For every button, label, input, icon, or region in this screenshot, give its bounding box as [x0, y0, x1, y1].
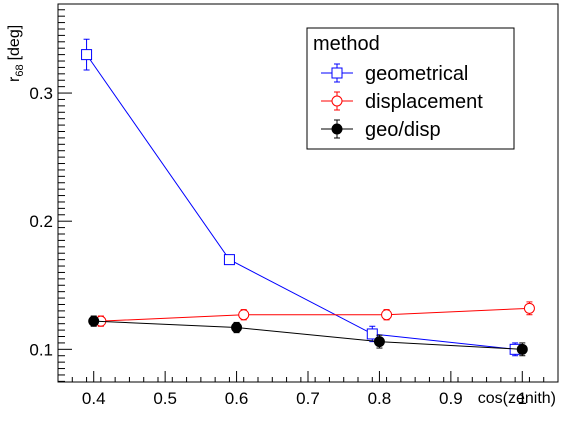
legend-entry: geo/disp [321, 119, 441, 141]
y-axis-title-unit: [deg] [6, 25, 23, 61]
y-axis-title: r68 [deg] [6, 25, 26, 82]
legend-label: geometrical [365, 63, 468, 85]
x-tick-label: 0.9 [439, 389, 463, 408]
data-point [381, 309, 393, 321]
data-point [366, 328, 378, 340]
data-point [88, 315, 100, 327]
x-tick-label: 0.6 [225, 389, 249, 408]
y-axis-title-main: r [6, 76, 23, 82]
data-point [373, 336, 385, 348]
legend-label: geo/disp [365, 119, 441, 141]
series-geometrical [81, 38, 521, 357]
legend-label: displacement [365, 91, 483, 113]
data-point [231, 322, 243, 334]
data-point [238, 309, 250, 321]
data-point [81, 49, 93, 61]
series-layer [81, 38, 535, 357]
x-axis-ticks: 0.4 0.5 0.6 0.7 0.8 0.9 1 [57, 371, 559, 408]
legend-entry: displacement [321, 91, 483, 113]
x-tick-label: 0.8 [368, 389, 392, 408]
y-tick-label: 0.2 [29, 212, 53, 231]
legend-marker [331, 123, 343, 135]
x-axis-title: cos(zenith) [478, 390, 556, 407]
y-tick-label: 0.1 [29, 340, 53, 359]
y-axis-title-text: r68 [deg] [6, 25, 26, 82]
legend: method geometrical displacement geo/disp [306, 27, 515, 150]
legend-title: method [313, 33, 380, 55]
data-point [223, 254, 235, 266]
y-axis-ticks: 0.1 0.2 0.3 [29, 9, 72, 382]
x-tick-label: 1 [518, 389, 527, 408]
data-point [523, 302, 535, 314]
data-point [516, 343, 528, 355]
y-tick-label: 0.3 [29, 84, 53, 103]
series-line [100, 307, 530, 322]
series-line [86, 54, 516, 350]
x-tick-label: 0.5 [153, 389, 177, 408]
legend-marker [331, 67, 343, 79]
y-axis-title-subscript: 68 [14, 64, 26, 76]
legend-marker [331, 95, 343, 107]
series-displacement [95, 301, 535, 327]
legend-entry: geometrical [321, 63, 468, 85]
series-geo-disp [88, 315, 528, 357]
x-tick-label: 0.4 [82, 389, 106, 408]
legend-entries: geometrical displacement geo/disp [321, 63, 483, 141]
series-line [93, 320, 523, 350]
x-tick-label: 0.7 [296, 389, 320, 408]
